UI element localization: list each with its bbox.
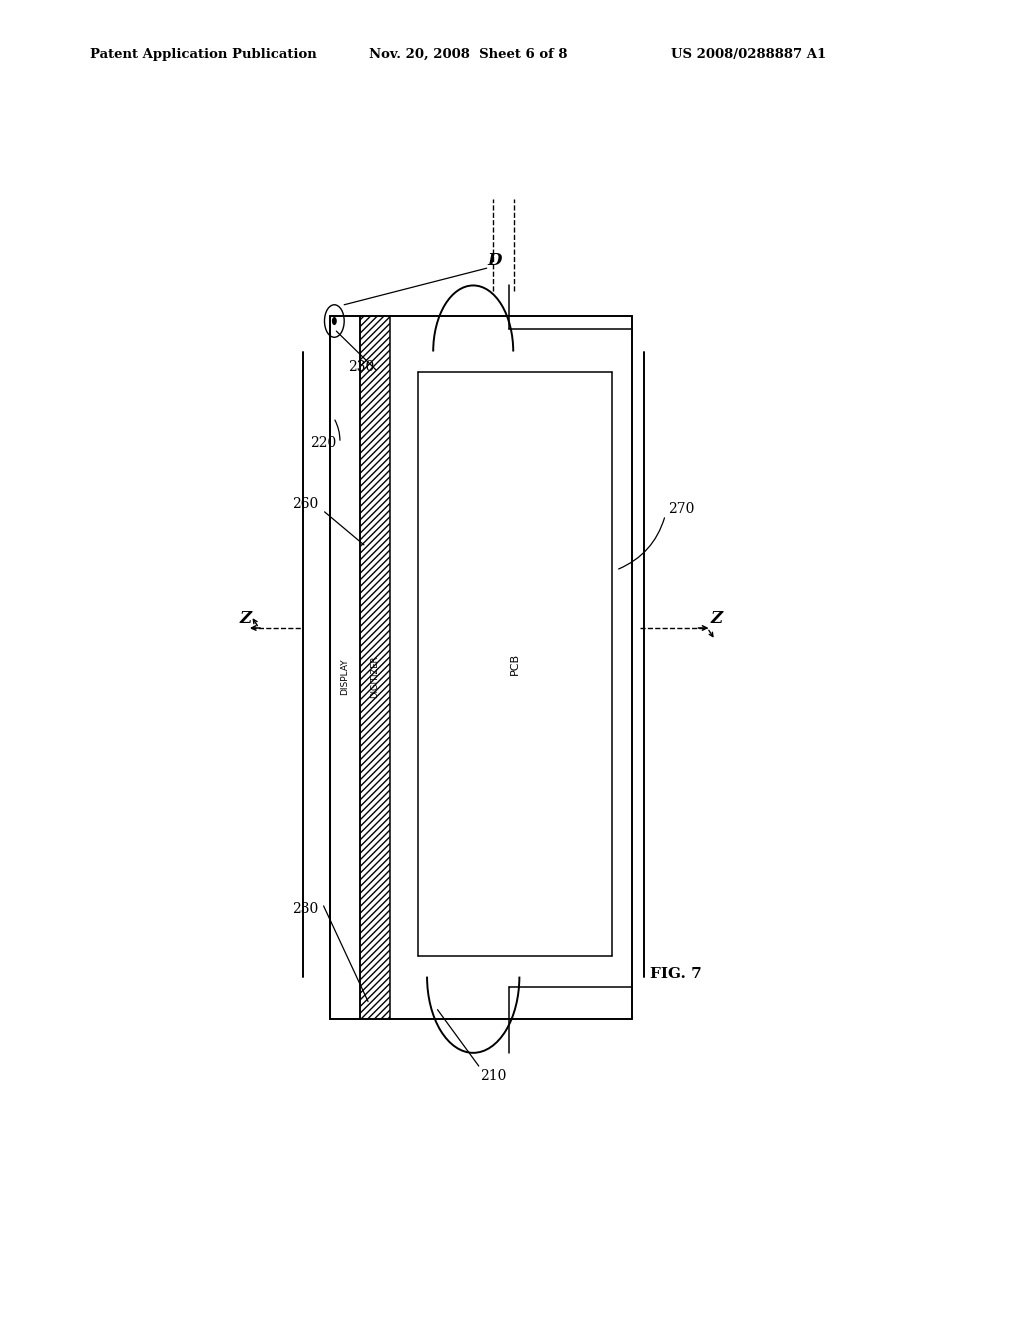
Text: D: D [487,252,502,268]
Text: 230: 230 [292,902,318,916]
Text: Z: Z [711,610,723,627]
Text: 210: 210 [480,1069,506,1084]
Text: Z: Z [240,610,252,627]
Text: 260: 260 [292,496,318,511]
Text: Nov. 20, 2008  Sheet 6 of 8: Nov. 20, 2008 Sheet 6 of 8 [369,48,567,61]
Ellipse shape [332,317,337,325]
Text: PCB: PCB [510,653,520,675]
Text: DIGITIZER: DIGITIZER [371,656,379,698]
Bar [359,315,390,1019]
Text: DISPLAY: DISPLAY [341,659,349,696]
Text: Patent Application Publication: Patent Application Publication [90,48,316,61]
Text: 270: 270 [668,502,694,516]
Text: US 2008/0288887 A1: US 2008/0288887 A1 [671,48,826,61]
Text: 220: 220 [309,436,336,450]
Text: 230: 230 [348,360,374,374]
Text: FIG. 7: FIG. 7 [649,966,701,981]
